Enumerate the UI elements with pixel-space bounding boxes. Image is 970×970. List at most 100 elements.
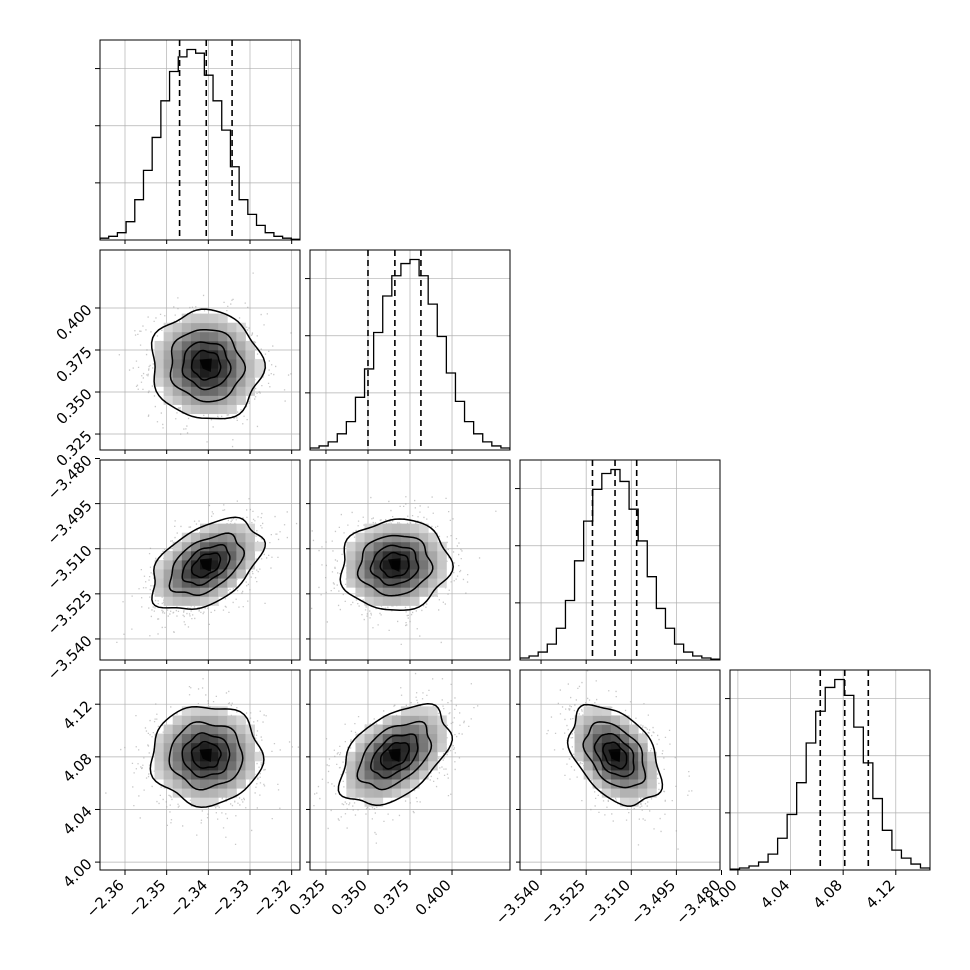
contour-level-0: [151, 516, 267, 610]
density-cell: [400, 706, 411, 716]
density-cell: [620, 788, 630, 798]
density-cell: [437, 550, 447, 561]
density-cell: [382, 587, 393, 597]
y-tick-label-3: 4.00: [59, 855, 95, 891]
density-cell: [172, 596, 183, 606]
density-cell: [209, 760, 219, 771]
density-cell: [190, 779, 201, 789]
density-cell: [181, 340, 192, 351]
density-cell: [209, 386, 219, 396]
density-cell: [181, 578, 192, 588]
density-cell: [218, 742, 228, 753]
density-cell: [400, 523, 411, 534]
density-cell: [200, 523, 210, 534]
density-cell: [181, 596, 192, 606]
density-cell: [181, 350, 192, 360]
density-cell: [419, 715, 429, 725]
scatter-panel-1-0: [99, 249, 301, 451]
density-cell: [200, 788, 210, 798]
density-cell: [647, 770, 657, 780]
density-cell: [172, 331, 183, 342]
density-cell: [410, 541, 420, 552]
density-cell: [574, 715, 585, 725]
density-cell: [400, 760, 411, 771]
density-cell: [419, 733, 429, 744]
density-cell: [209, 751, 219, 762]
density-cell: [355, 532, 365, 543]
density-cell: [209, 331, 219, 342]
density-cell: [346, 760, 356, 771]
density-cell: [592, 724, 603, 735]
histogram-step: [520, 468, 720, 660]
density-cell: [620, 733, 630, 744]
density-cell: [419, 742, 429, 753]
density-cell: [209, 523, 219, 534]
density-cell: [227, 532, 237, 543]
density-cell: [163, 322, 174, 333]
density-cell: [209, 550, 219, 561]
density-cell: [181, 742, 192, 753]
density-cell: [181, 368, 192, 378]
panel-frame: [99, 459, 301, 661]
density-cell: [400, 596, 411, 606]
density-cell: [200, 350, 210, 360]
density-cell: [236, 715, 246, 725]
density-cell: [364, 578, 375, 588]
density-cell: [364, 550, 375, 561]
density-cell: [190, 578, 201, 588]
density-cell: [373, 596, 384, 606]
density-cell: [163, 377, 174, 387]
density-cell: [254, 368, 265, 378]
histogram-step: [730, 678, 930, 870]
density-cell: [373, 550, 384, 561]
density-cell: [355, 788, 365, 798]
contour-level-2: [181, 543, 231, 587]
density-cell: [200, 322, 210, 333]
density-cell: [428, 760, 438, 771]
density-cell: [200, 706, 210, 716]
density-cell: [638, 788, 648, 798]
density-cell: [419, 523, 429, 534]
density-cell: [181, 386, 192, 396]
density-cell: [601, 733, 612, 744]
x-tick-label-0: −2.36: [83, 876, 128, 921]
density-cell: [163, 386, 174, 396]
density-cell: [592, 715, 603, 725]
density-cell: [419, 550, 429, 561]
density-cell: [647, 760, 657, 771]
density-cell: [218, 523, 228, 534]
density-cell: [227, 788, 237, 798]
density-cell: [382, 569, 393, 579]
density-cell: [592, 733, 603, 744]
density-cell: [419, 560, 429, 570]
density-cell: [391, 742, 402, 753]
density-cell: [190, 797, 201, 807]
density-cell: [364, 541, 375, 552]
density-cell: [382, 523, 393, 534]
density-cell: [172, 569, 183, 579]
density-cell: [172, 560, 183, 570]
density-cell: [245, 350, 255, 360]
density-cell: [181, 322, 192, 333]
x-tick-label-2: −3.510: [582, 876, 634, 928]
density-cell: [190, 751, 201, 762]
density-cell: [437, 569, 447, 579]
density-cell: [154, 359, 165, 369]
density-cell: [245, 368, 255, 378]
density-cell: [592, 770, 603, 780]
density-cell: [400, 587, 411, 597]
contour-level-1: [169, 328, 247, 403]
contour-level-0: [566, 703, 664, 807]
density-cell: [236, 733, 246, 744]
density-cell: [428, 578, 438, 588]
density-cell: [209, 377, 219, 387]
density-cell: [391, 550, 402, 561]
density-cell: [154, 368, 165, 378]
density-cell: [209, 313, 219, 324]
density-cell: [209, 724, 219, 735]
density-cell: [181, 359, 192, 369]
density-cell: [218, 779, 228, 789]
density-cell: [163, 560, 174, 570]
density-cell: [190, 404, 201, 415]
density-cell: [419, 770, 429, 780]
